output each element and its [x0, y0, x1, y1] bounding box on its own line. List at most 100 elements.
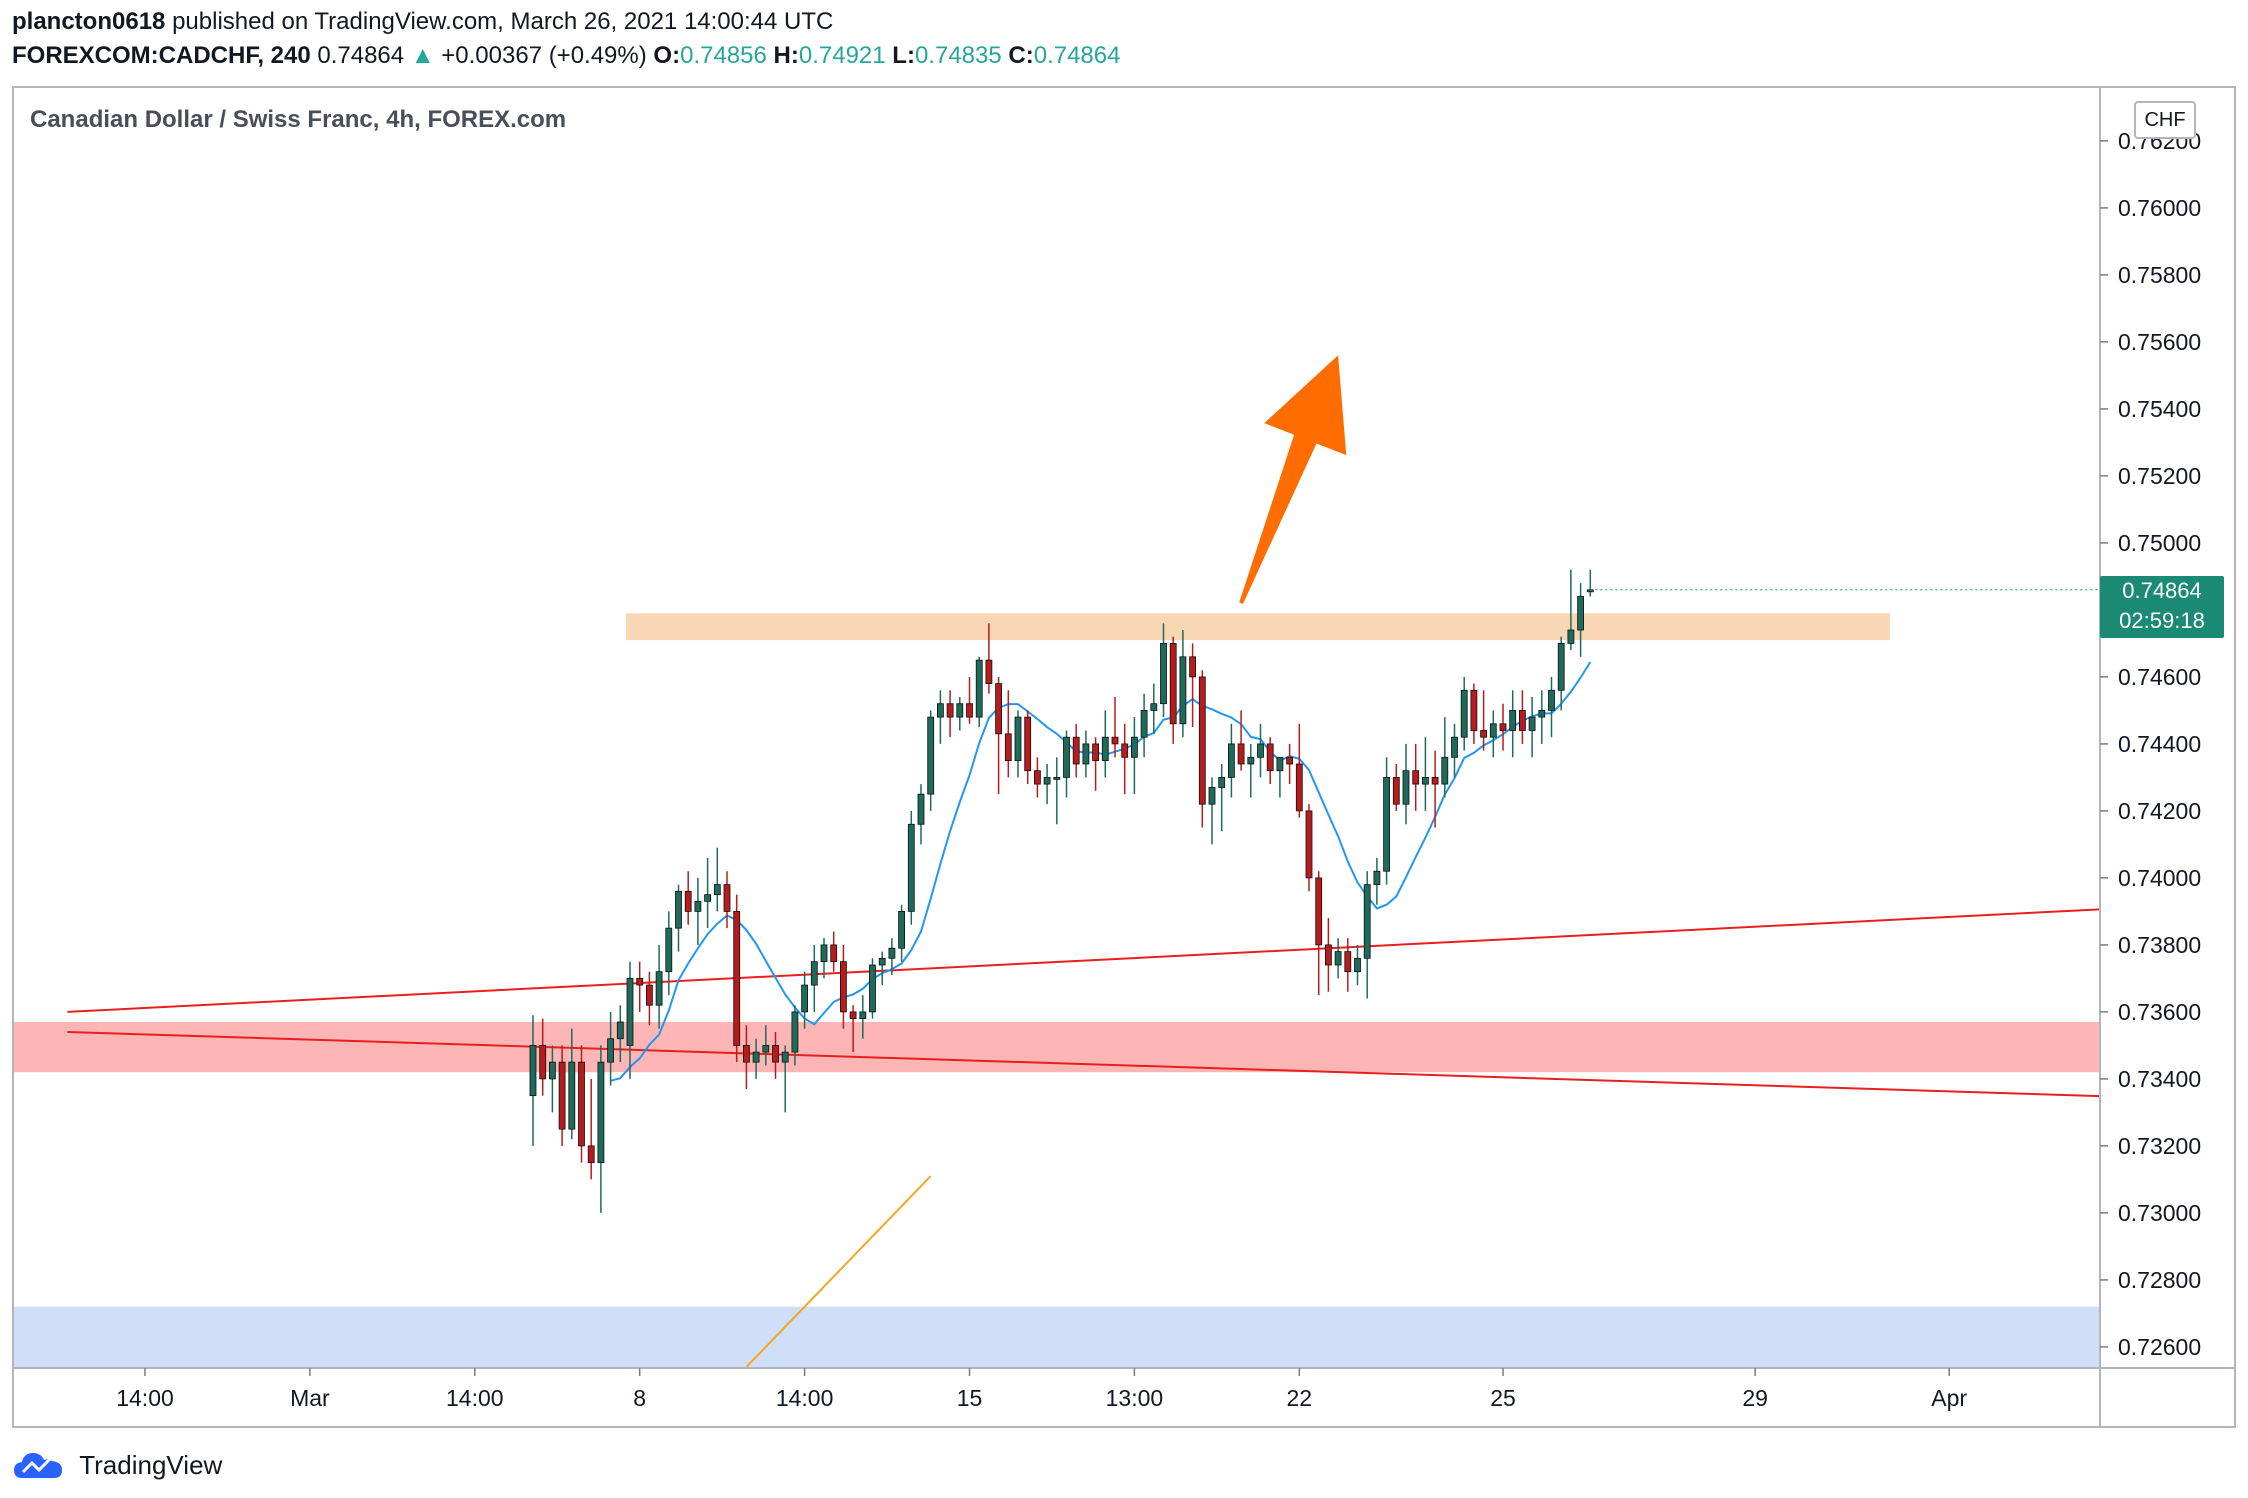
- candle-body: [1218, 777, 1226, 788]
- candle-body: [1189, 656, 1196, 678]
- candle-body: [1121, 743, 1129, 758]
- y-tick-label: 0.72600: [2118, 1334, 2201, 1360]
- candle-body: [568, 1061, 576, 1130]
- candle-body: [1208, 787, 1216, 805]
- candle-body: [985, 659, 993, 685]
- candle-body: [1577, 596, 1584, 631]
- last-price-tag-value: 0.74864: [2122, 578, 2202, 603]
- candle-body: [791, 1011, 799, 1053]
- orange-line: [745, 1175, 932, 1368]
- last-price-tag: 0.74864 02:59:18: [2100, 576, 2224, 638]
- y-tick-label: 0.74400: [2118, 731, 2201, 757]
- candle-body: [558, 1061, 566, 1130]
- x-tick-label: Mar: [290, 1385, 330, 1411]
- up-arrow-icon: ▲: [410, 42, 435, 69]
- candle-body: [1092, 743, 1099, 762]
- candle-body: [733, 911, 741, 1046]
- demand-zone: [14, 1306, 2100, 1367]
- publish-info: plancton0618 published on TradingView.co…: [12, 8, 833, 36]
- x-tick-label: 29: [1742, 1385, 1768, 1411]
- candle-body: [1548, 689, 1555, 711]
- close-label: C:: [1008, 42, 1034, 69]
- resistance-zone: [626, 613, 1890, 641]
- candle-body: [1383, 777, 1390, 872]
- y-tick-label: 0.73600: [2118, 999, 2201, 1025]
- forecast-arrow: [1239, 355, 1347, 604]
- candle-body: [1101, 736, 1109, 762]
- rising-trendline: [67, 908, 2100, 1013]
- candle-body: [1072, 736, 1080, 765]
- candle-body: [1344, 951, 1352, 973]
- close-value: 0.74864: [1033, 42, 1121, 69]
- candle-body: [888, 947, 896, 959]
- y-tick-label: 0.75800: [2118, 262, 2201, 288]
- candle-body: [1053, 777, 1061, 780]
- publish-text: published on TradingView.com, March 26, …: [172, 8, 834, 35]
- x-tick-label: 8: [633, 1385, 646, 1411]
- candle-body: [684, 890, 692, 912]
- candle-body: [1392, 777, 1400, 805]
- chart-title: Canadian Dollar / Swiss Franc, 4h, FOREX…: [30, 106, 567, 133]
- candle-body: [927, 716, 935, 795]
- y-tick-label: 0.75000: [2118, 530, 2201, 556]
- open-value: 0.74856: [680, 42, 767, 69]
- candle-body: [878, 957, 886, 966]
- y-tick-label: 0.74000: [2118, 865, 2201, 891]
- candle-body: [675, 890, 682, 929]
- x-tick-label: Apr: [1931, 1385, 1967, 1411]
- candle-body: [1315, 877, 1323, 946]
- chart-frame[interactable]: [12, 86, 2236, 1428]
- bar-countdown: 02:59:18: [2119, 608, 2205, 633]
- candle-body: [1266, 743, 1274, 772]
- candle-body: [1557, 643, 1565, 691]
- ohlc-legend: FOREXCOM:CADCHF, 240 0.74864 ▲ +0.00367 …: [12, 42, 1120, 70]
- candle-body: [597, 1061, 605, 1164]
- candle-body: [587, 1145, 595, 1164]
- candle-body: [1480, 730, 1487, 738]
- y-tick-label: 0.75200: [2118, 463, 2201, 489]
- plot-area: [14, 355, 2100, 1368]
- candle-body: [1441, 756, 1449, 785]
- candle-body: [1034, 770, 1041, 785]
- y-tick-label: 0.74600: [2118, 664, 2201, 690]
- candle-body: [1412, 770, 1420, 785]
- candle-body: [762, 1045, 770, 1053]
- candle-body: [772, 1045, 779, 1063]
- candle-body: [626, 978, 634, 1046]
- candle-body: [946, 703, 954, 718]
- candle-body: [937, 703, 944, 718]
- currency-button[interactable]: CHF: [2134, 101, 2196, 139]
- candle-body: [810, 961, 818, 986]
- candle-body: [859, 1011, 867, 1020]
- candle-body: [1334, 951, 1342, 966]
- candle-body: [956, 703, 964, 718]
- candle-body: [539, 1045, 547, 1080]
- candle-body: [1567, 629, 1575, 644]
- candle-body: [1286, 756, 1293, 765]
- candle-body: [1228, 743, 1235, 778]
- candle-body: [1004, 733, 1012, 762]
- y-tick-label: 0.75600: [2118, 329, 2201, 355]
- candle-body: [1509, 710, 1517, 731]
- candle-body: [1422, 777, 1429, 785]
- support-zone: [14, 1021, 2100, 1073]
- candle-body: [1295, 763, 1303, 812]
- candle-body: [966, 703, 973, 718]
- candle-body: [549, 1061, 556, 1080]
- candle-body: [1460, 689, 1468, 738]
- candle-body: [529, 1045, 537, 1097]
- candle-body: [1489, 723, 1497, 738]
- candle-body: [1014, 716, 1022, 762]
- candle-body: [840, 961, 847, 1013]
- candle-body: [1179, 656, 1187, 725]
- x-tick-label: 22: [1287, 1385, 1313, 1411]
- low-label: L:: [892, 42, 915, 69]
- candle-body: [917, 793, 925, 825]
- y-tick-label: 0.73400: [2118, 1066, 2201, 1092]
- x-tick-label: 15: [957, 1385, 983, 1411]
- candle-body: [636, 978, 644, 986]
- tradingview-logo[interactable]: TradingView: [12, 1448, 222, 1482]
- candle-body: [646, 984, 653, 1006]
- price-change: +0.00367 (+0.49%): [441, 42, 647, 69]
